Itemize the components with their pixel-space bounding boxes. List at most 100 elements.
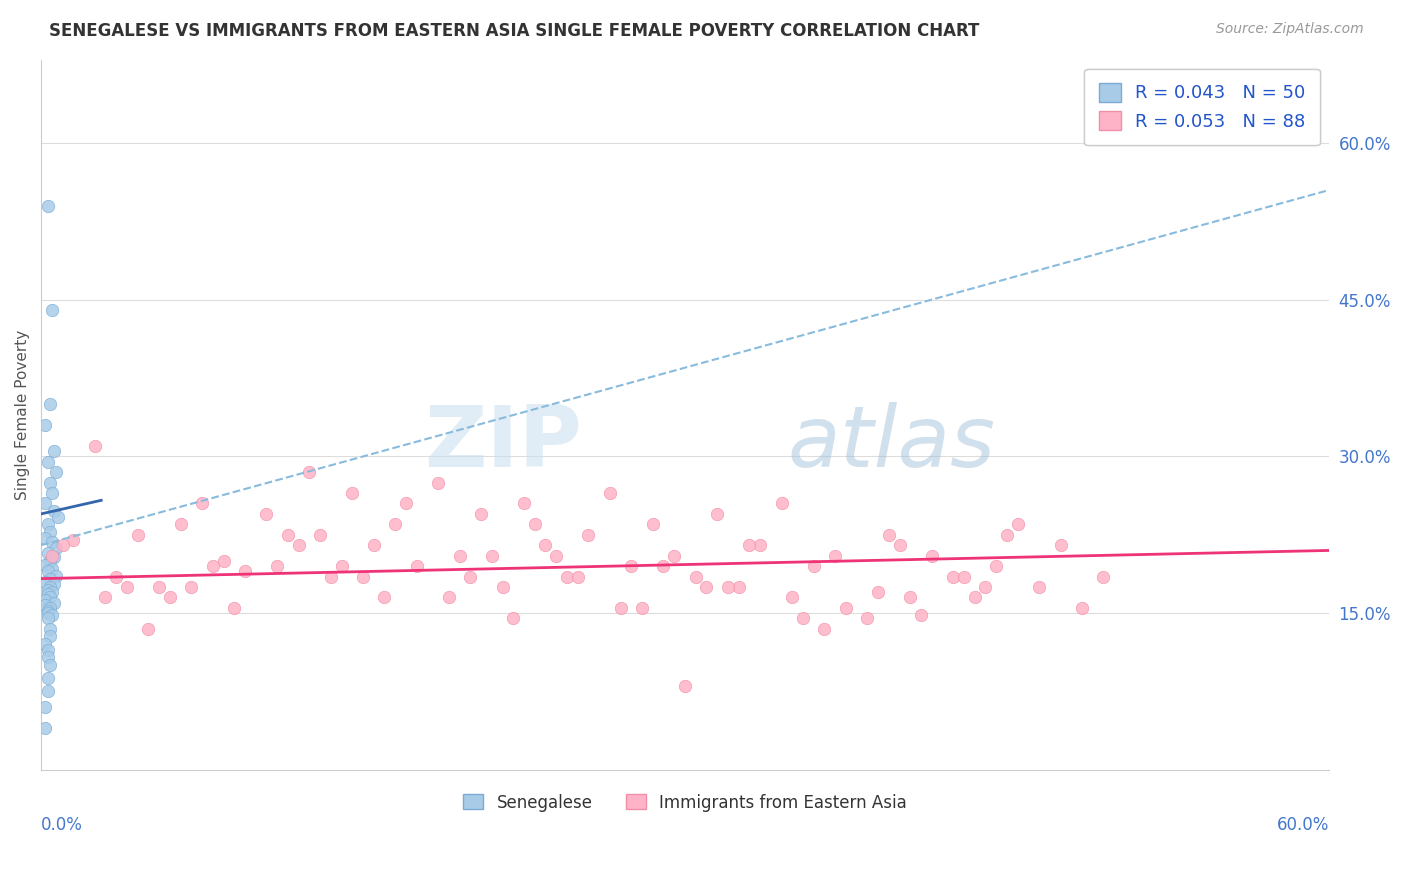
Point [34, 700, 56, 714]
Point [37, 455, 59, 469]
Point [201, 559, 224, 574]
Point [38, 554, 60, 568]
Point [652, 559, 675, 574]
Point [34, 598, 56, 612]
Point [52, 538, 75, 552]
Point [38, 572, 60, 586]
Text: atlas: atlas [787, 401, 995, 484]
Point [38, 475, 60, 490]
Point [277, 528, 299, 542]
Point [877, 528, 900, 542]
Point [727, 580, 749, 594]
Point [664, 549, 686, 563]
Point [953, 569, 976, 583]
Point [37, 199, 59, 213]
Point [868, 585, 890, 599]
Point [42, 549, 65, 564]
Point [910, 608, 932, 623]
Point [738, 538, 761, 552]
Point [1007, 517, 1029, 532]
Point [45, 541, 67, 556]
Point [813, 622, 835, 636]
Point [546, 549, 568, 563]
Point [34, 496, 56, 510]
Point [1049, 538, 1071, 552]
Point [770, 496, 793, 510]
Point [995, 528, 1018, 542]
Point [555, 569, 578, 583]
Point [780, 591, 803, 605]
Point [567, 569, 589, 583]
Point [942, 569, 965, 583]
Point [491, 580, 513, 594]
Point [342, 486, 364, 500]
Point [34, 574, 56, 589]
Point [287, 538, 309, 552]
Point [513, 496, 536, 510]
Point [974, 580, 997, 594]
Point [38, 622, 60, 636]
Point [309, 528, 332, 542]
Point [405, 559, 427, 574]
Point [37, 642, 59, 657]
Point [37, 650, 59, 665]
Point [41, 585, 63, 599]
Point [41, 608, 63, 623]
Point [233, 565, 256, 579]
Point [256, 507, 278, 521]
Point [352, 569, 374, 583]
Point [395, 496, 418, 510]
Point [749, 538, 772, 552]
Point [42, 444, 65, 458]
Point [384, 517, 406, 532]
Point [889, 538, 911, 552]
Point [41, 303, 63, 318]
Point [41, 486, 63, 500]
Point [599, 486, 621, 500]
Point [38, 629, 60, 643]
Point [921, 549, 943, 563]
Point [45, 568, 67, 582]
Point [470, 507, 492, 521]
Point [83, 439, 105, 453]
Point [41, 562, 63, 576]
Point [673, 679, 696, 693]
Point [37, 583, 59, 598]
Point [706, 507, 728, 521]
Point [427, 475, 450, 490]
Point [373, 591, 395, 605]
Point [1092, 569, 1115, 583]
Point [620, 559, 643, 574]
Point [38, 658, 60, 673]
Point [37, 565, 59, 579]
Point [38, 600, 60, 615]
Text: ZIP: ZIP [425, 401, 582, 484]
Text: 0.0%: 0.0% [41, 816, 83, 834]
Point [363, 538, 385, 552]
Legend: R = 0.043   N = 50, R = 0.053   N = 88: R = 0.043 N = 50, R = 0.053 N = 88 [1084, 69, 1320, 145]
Point [1071, 600, 1094, 615]
Point [42, 504, 65, 518]
Point [34, 531, 56, 545]
Point [62, 533, 84, 547]
Point [534, 538, 557, 552]
Point [1028, 580, 1050, 594]
Text: SENEGALESE VS IMMIGRANTS FROM EASTERN ASIA SINGLE FEMALE POVERTY CORRELATION CHA: SENEGALESE VS IMMIGRANTS FROM EASTERN AS… [49, 22, 980, 40]
Point [38, 591, 60, 605]
Point [330, 559, 353, 574]
Text: Source: ZipAtlas.com: Source: ZipAtlas.com [1216, 22, 1364, 37]
Point [34, 592, 56, 607]
Point [856, 611, 879, 625]
Point [449, 549, 471, 563]
Point [502, 611, 524, 625]
Point [266, 559, 288, 574]
Point [224, 600, 246, 615]
Point [37, 587, 59, 601]
Point [460, 569, 482, 583]
Point [159, 591, 181, 605]
Point [695, 580, 717, 594]
Point [963, 591, 986, 605]
Point [138, 622, 160, 636]
Point [34, 637, 56, 651]
Point [45, 465, 67, 479]
